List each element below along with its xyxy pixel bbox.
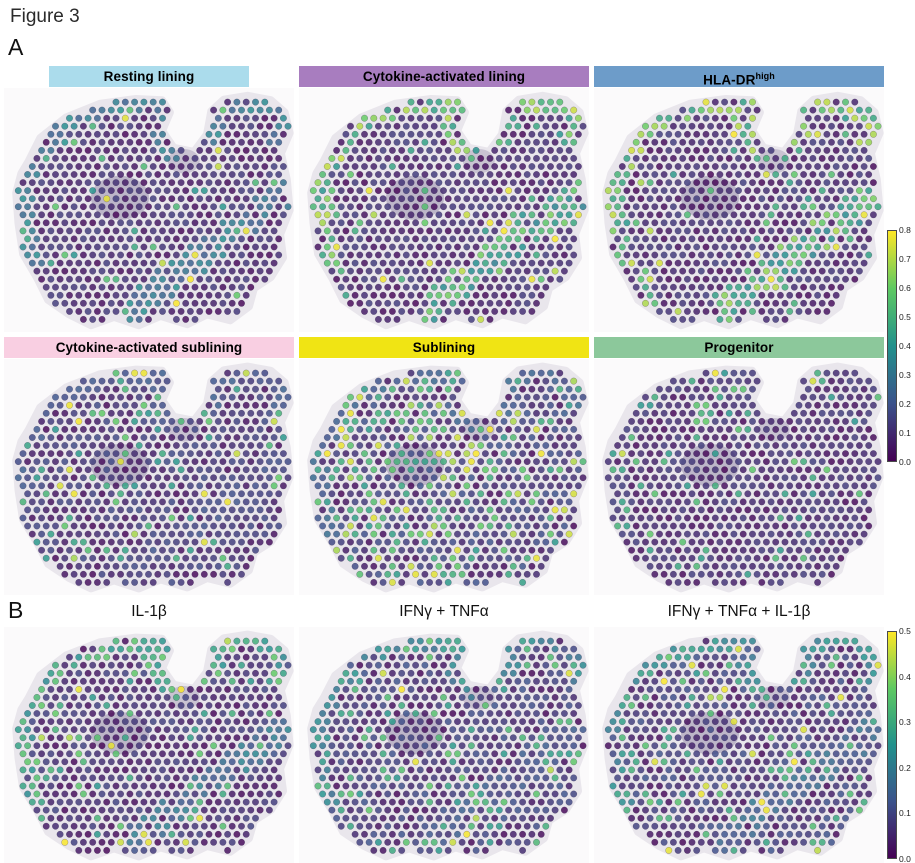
colorbar-b-gradient [887,631,897,859]
colorbar-tick-label: 0.1 [899,808,911,819]
colorbar-tick-label: 0.2 [899,399,911,409]
colorbar-tick-label: 0.3 [899,717,911,728]
header-sublining: Sublining [299,337,589,358]
spatial-plot-cytokine-activated-sublining [4,359,294,595]
colorbar-tick-label: 0.7 [899,254,911,264]
colorbar-panel-b: 0.5 0.4 0.3 0.2 0.1 0.0 [887,626,914,863]
colorbar-tick-label: 0.6 [899,283,911,293]
colorbar-a-gradient [887,230,897,462]
colorbar-tick-label: 0.3 [899,370,911,380]
tissue-section-image [307,630,589,861]
tissue-section-image [307,362,589,593]
title-ifng-tnfa-il1b: IFNγ + TNFα + IL-1β [667,603,811,620]
colorbar-tick-label: 0.0 [899,854,911,863]
header-hla-dr-high: HLA-DRhigh [594,66,884,88]
colorbar-tick-label: 0.4 [899,671,911,682]
colorbar-tick-label: 0.8 [899,225,911,235]
colorbar-tick-label: 0.0 [899,457,911,467]
colorbar-tick-label: 0.1 [899,428,911,438]
header-cytokine-activated-sublining: Cytokine-activated sublining [4,337,294,358]
tissue-section-image [602,362,884,593]
figure-title: Figure 3 [10,6,80,27]
colorbar-panel-a: 0.8 0.7 0.6 0.5 0.4 0.3 0.2 0.1 0.0 [887,225,914,467]
spatial-plot-resting-lining [4,88,294,332]
spatial-plot-hla-dr-high [594,88,884,332]
header-hla-dr-superscript: high [755,71,775,81]
header-progenitor: Progenitor [594,337,884,358]
panel-a-label: A [8,34,24,60]
tissue-section-image [12,91,294,330]
colorbar-tick-label: 0.2 [899,762,911,773]
title-ifng-tnfa: IFNγ + TNFα [399,603,489,620]
colorbar-tick-label: 0.4 [899,341,911,351]
header-cytokine-activated-lining: Cytokine-activated lining [299,66,589,87]
tissue-section-image [602,630,884,861]
spatial-plot-il1b [4,627,294,863]
colorbar-a-tick-labels: 0.8 0.7 0.6 0.5 0.4 0.3 0.2 0.1 0.0 [899,225,914,467]
spatial-plot-ifng-tnfa [299,627,589,863]
colorbar-tick-label: 0.5 [899,626,911,636]
tissue-section-image [12,362,294,593]
colorbar-tick-label: 0.5 [899,312,911,322]
panel-b-label: B [8,597,24,623]
spatial-plot-cytokine-activated-lining [299,88,589,332]
title-il1b: IL-1β [131,603,167,620]
spatial-plot-progenitor [594,359,884,595]
header-resting-lining: Resting lining [49,66,249,87]
spatial-plot-sublining [299,359,589,595]
spatial-plot-ifng-tnfa-il1b [594,627,884,863]
colorbar-b-tick-labels: 0.5 0.4 0.3 0.2 0.1 0.0 [899,626,914,863]
tissue-section-image [307,91,589,330]
tissue-section-image [12,630,294,861]
tissue-section-image [602,91,884,330]
header-hla-dr-text: HLA-DR [703,72,756,88]
